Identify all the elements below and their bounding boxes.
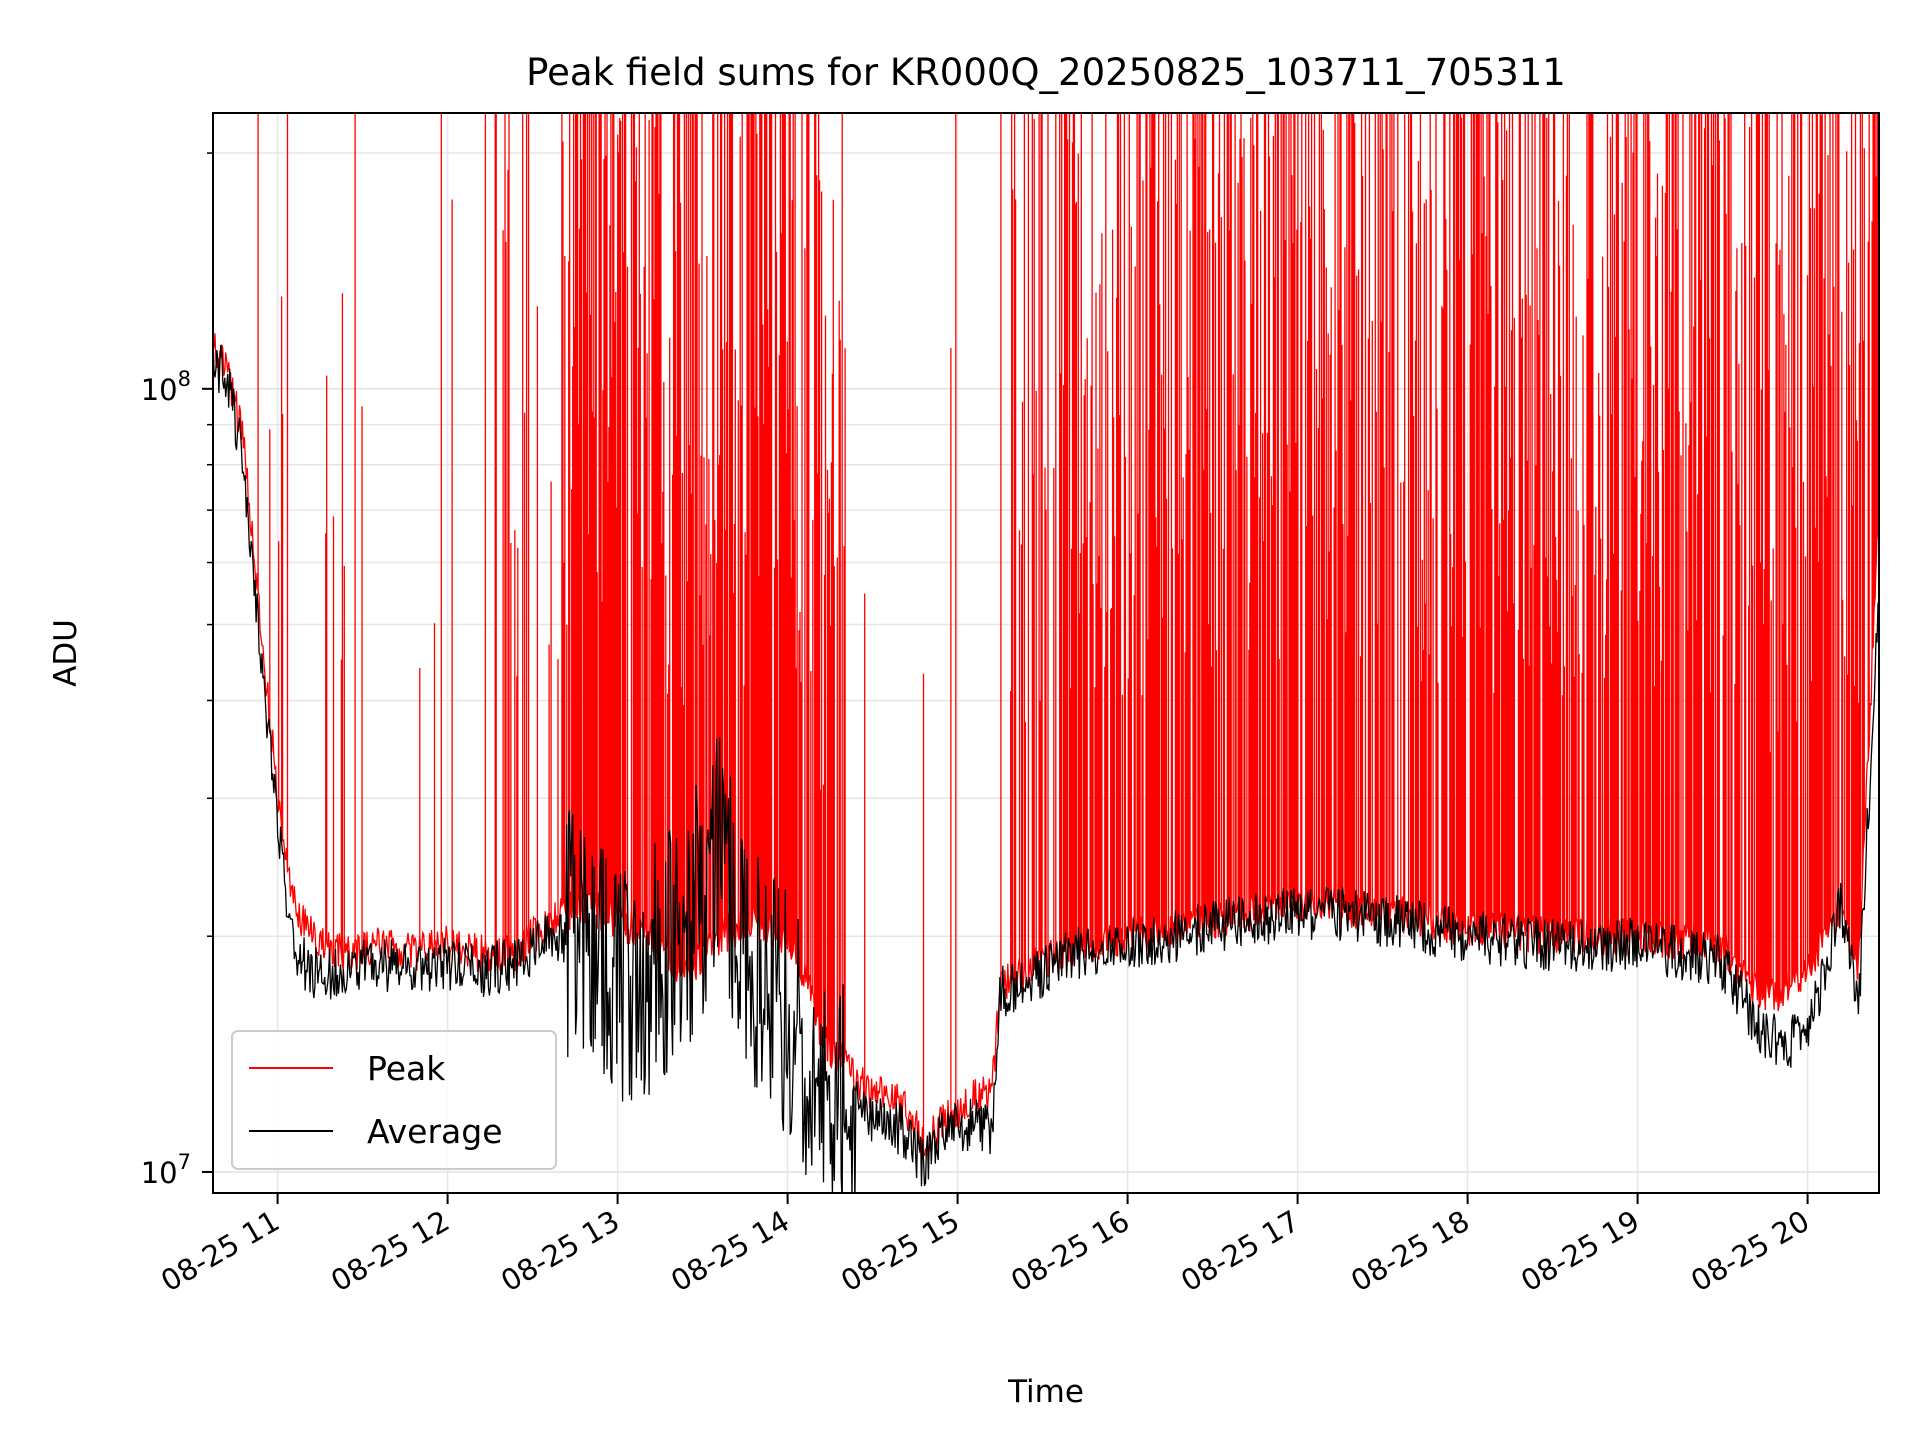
y-axis-title: ADU [48,619,84,687]
plot-area [213,113,1879,1193]
plot-frame [212,112,1880,1194]
legend: Peak Average [231,1030,557,1170]
y-tick-label-exponent: 7 [178,1150,191,1174]
y-tick-label-exponent: 8 [178,367,191,391]
average-series-line [213,338,1879,1193]
y-tick-label: 107 [141,1150,191,1190]
legend-peak-label: Peak [367,1049,446,1088]
legend-average-label: Average [367,1112,503,1151]
peak-spike-marks [257,113,1879,1153]
legend-box [231,1030,557,1170]
y-tick-label: 108 [141,367,191,407]
peak-spikes [257,113,1879,1153]
y-tick-label-base: 10 [141,373,178,407]
chart-title: Peak field sums for KR000Q_20250825_1037… [526,51,1566,94]
y-tick-label-base: 10 [141,1156,178,1190]
x-axis-title: Time [1007,1374,1084,1410]
